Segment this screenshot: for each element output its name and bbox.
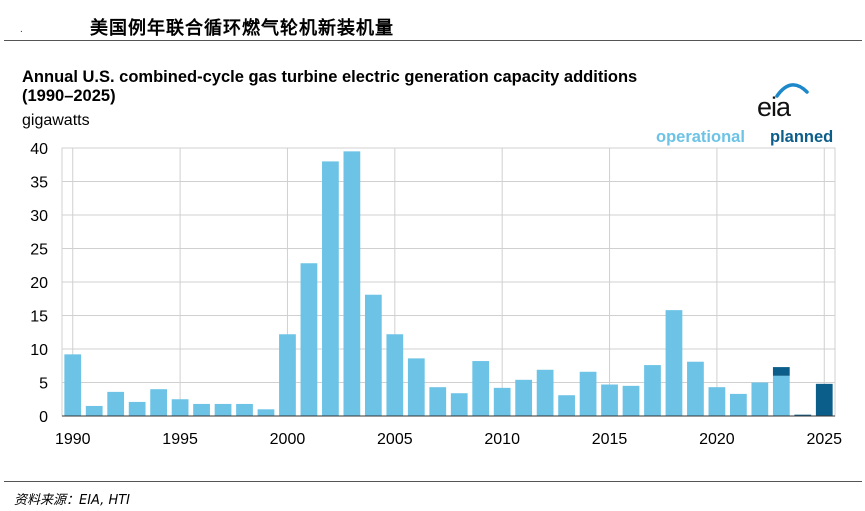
y-tick-label: 40 xyxy=(30,141,48,158)
bar-operational-1991 xyxy=(85,405,103,416)
chart-subtitle: (1990–2025) xyxy=(22,87,116,105)
bar-operational-1999 xyxy=(257,409,275,416)
bar-operational-2016 xyxy=(622,385,640,416)
bar-planned-2023 xyxy=(772,367,790,376)
bar-planned-2024 xyxy=(794,414,812,416)
y-tick-label: 35 xyxy=(30,175,48,192)
bar-operational-2008 xyxy=(450,393,468,416)
bar-operational-1998 xyxy=(236,403,253,416)
bar-operational-1997 xyxy=(214,403,232,416)
x-tick-labels: 1990 1995 2000 2005 2010 2015 2020 2025 xyxy=(55,431,842,448)
eia-logo-text: eia xyxy=(757,92,791,122)
x-tick-label: 2000 xyxy=(270,431,306,448)
bar-operational-2011 xyxy=(515,379,533,416)
y-tick-label: 20 xyxy=(30,275,48,292)
x-tick-label: 2005 xyxy=(377,431,413,448)
bar-operational-2014 xyxy=(579,371,597,416)
bar-operational-2015 xyxy=(601,384,618,416)
bar-planned-2025 xyxy=(815,383,833,416)
y-tick-label: 10 xyxy=(30,342,48,359)
bar-operational-2010 xyxy=(493,387,511,416)
legend-planned: planned xyxy=(770,128,834,146)
x-tick-label: 1990 xyxy=(55,431,91,448)
bar-operational-2020 xyxy=(708,387,726,416)
y-tick-label: 15 xyxy=(30,309,48,326)
bar-operational-2018 xyxy=(665,310,683,416)
bar-operational-2017 xyxy=(644,365,661,416)
bar-operational-2021 xyxy=(730,393,747,416)
legend-operational: operational xyxy=(656,128,745,146)
x-tick-label: 2015 xyxy=(592,431,628,448)
bar-operational-1993 xyxy=(128,401,146,416)
y-tick-label: 25 xyxy=(30,242,48,259)
bar-operational-2006 xyxy=(407,358,425,416)
bar-operational-1995 xyxy=(171,399,189,416)
bar-operational-2012 xyxy=(536,369,554,416)
x-tick-label: 2025 xyxy=(806,431,842,448)
x-tick-label: 2010 xyxy=(484,431,520,448)
bar-operational-2013 xyxy=(558,395,575,416)
grid-lines xyxy=(61,147,836,417)
bar-operational-1994 xyxy=(150,389,167,416)
bar-operational-2007 xyxy=(429,387,447,416)
bottom-divider xyxy=(4,481,862,482)
source-note: 资料来源：EIA, HTI xyxy=(14,493,130,508)
y-tick-label: 5 xyxy=(39,376,48,393)
bar-operational-1996 xyxy=(193,403,210,416)
y-axis-unit-label: gigawatts xyxy=(22,112,90,129)
chart-title: Annual U.S. combined-cycle gas turbine e… xyxy=(22,68,638,86)
bar-operational-2022 xyxy=(751,382,769,416)
chart-heading: Annual U.S. combined-cycle gas turbine e… xyxy=(22,68,637,106)
bar-operational-2005 xyxy=(386,334,404,416)
bar-operational-1992 xyxy=(107,391,125,416)
report-title-bar: . 美国例年联合循环燃气轮机新装机量 xyxy=(4,6,862,41)
header-mark: . xyxy=(20,24,23,35)
y-tick-label: 0 xyxy=(39,409,48,426)
bar-operational-2023 xyxy=(772,375,790,416)
y-tick-labels: 0 5 10 15 20 25 30 35 40 xyxy=(30,141,48,426)
bar-operational-2004 xyxy=(364,294,382,416)
y-tick-label: 30 xyxy=(30,208,48,225)
report-title: 美国例年联合循环燃气轮机新装机量 xyxy=(90,18,394,39)
bar-operational-2001 xyxy=(300,263,318,416)
bar-operational-2000 xyxy=(279,334,296,416)
bar-operational-1990 xyxy=(64,354,82,416)
x-tick-label: 2020 xyxy=(699,431,735,448)
eia-logo: eia xyxy=(757,82,813,122)
eia-logo-arc-icon xyxy=(775,83,809,98)
bar-operational-2009 xyxy=(472,361,490,416)
bar-operational-2002 xyxy=(322,161,339,416)
x-tick-label: 1995 xyxy=(162,431,198,448)
bars xyxy=(64,151,833,416)
bar-operational-2003 xyxy=(343,151,361,416)
bar-operational-2019 xyxy=(687,361,704,416)
